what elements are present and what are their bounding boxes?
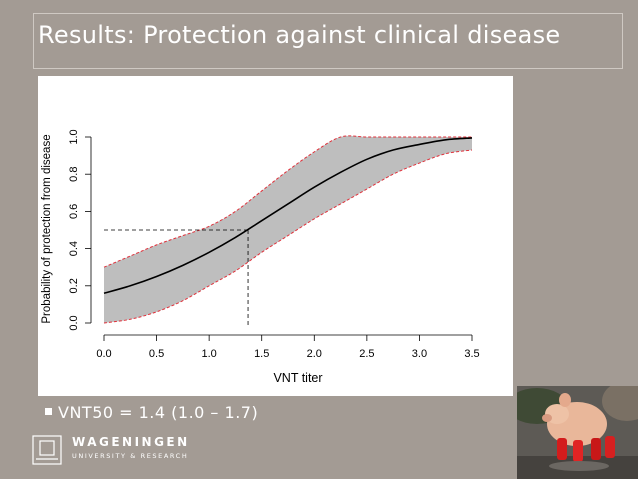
x-axis-label: VNT titer xyxy=(273,371,322,385)
confidence-band xyxy=(104,135,472,323)
y-tick-label: 0.2 xyxy=(68,278,80,293)
wur-emblem-icon xyxy=(32,435,62,465)
y-tick-label: 0.4 xyxy=(68,241,80,256)
y-axis-label: Probability of protection from disease xyxy=(41,134,53,323)
x-tick-label: 3.5 xyxy=(464,348,479,360)
logo-title: WAGENINGEN xyxy=(72,435,190,449)
x-tick-label: 3.0 xyxy=(412,348,427,360)
chart-panel: 0.0 0.5 1.0 1.5 2.0 2.5 3.0 3.5 0.0 0.2 0.4 0.6 0.8 1… xyxy=(38,76,513,396)
x-tick-label: 1.5 xyxy=(254,348,269,360)
x-tick-label: 2.5 xyxy=(359,348,374,360)
y-tick-label: 0.8 xyxy=(68,167,80,182)
piglet-in-red-boots-photo xyxy=(517,386,638,479)
wageningen-logo: WAGENINGEN UNIVERSITY & RESEARCH xyxy=(32,433,187,469)
slide-title: Results: Protection against clinical dis… xyxy=(38,21,561,49)
x-tick-label: 0.0 xyxy=(96,348,111,360)
lower-ci-line xyxy=(103,149,473,324)
slide-title-box: Results: Protection against clinical dis… xyxy=(33,13,623,69)
protection-chart: 0.0 0.5 1.0 1.5 2.0 2.5 3.0 3.5 0.0 0.2 0.4 0.6 0.8 1… xyxy=(41,129,480,385)
piglet-photo xyxy=(517,386,638,479)
y-tick-label: 0.0 xyxy=(68,315,80,330)
y-tick-label: 1.0 xyxy=(68,129,80,144)
y-tick-label: 0.6 xyxy=(68,204,80,219)
x-tick-label: 1.0 xyxy=(201,348,216,360)
fitted-curve xyxy=(103,137,473,295)
bullet-text: VNT50 = 1.4 (1.0 – 1.7) xyxy=(58,403,259,422)
logo-subtitle: UNIVERSITY & RESEARCH xyxy=(72,452,189,460)
bullet-item: VNT50 = 1.4 (1.0 – 1.7) xyxy=(45,403,258,422)
upper-ci-line xyxy=(103,135,472,268)
x-tick-label: 2.0 xyxy=(307,348,322,360)
bullet-square-icon xyxy=(45,408,52,415)
x-tick-label: 0.5 xyxy=(149,348,164,360)
